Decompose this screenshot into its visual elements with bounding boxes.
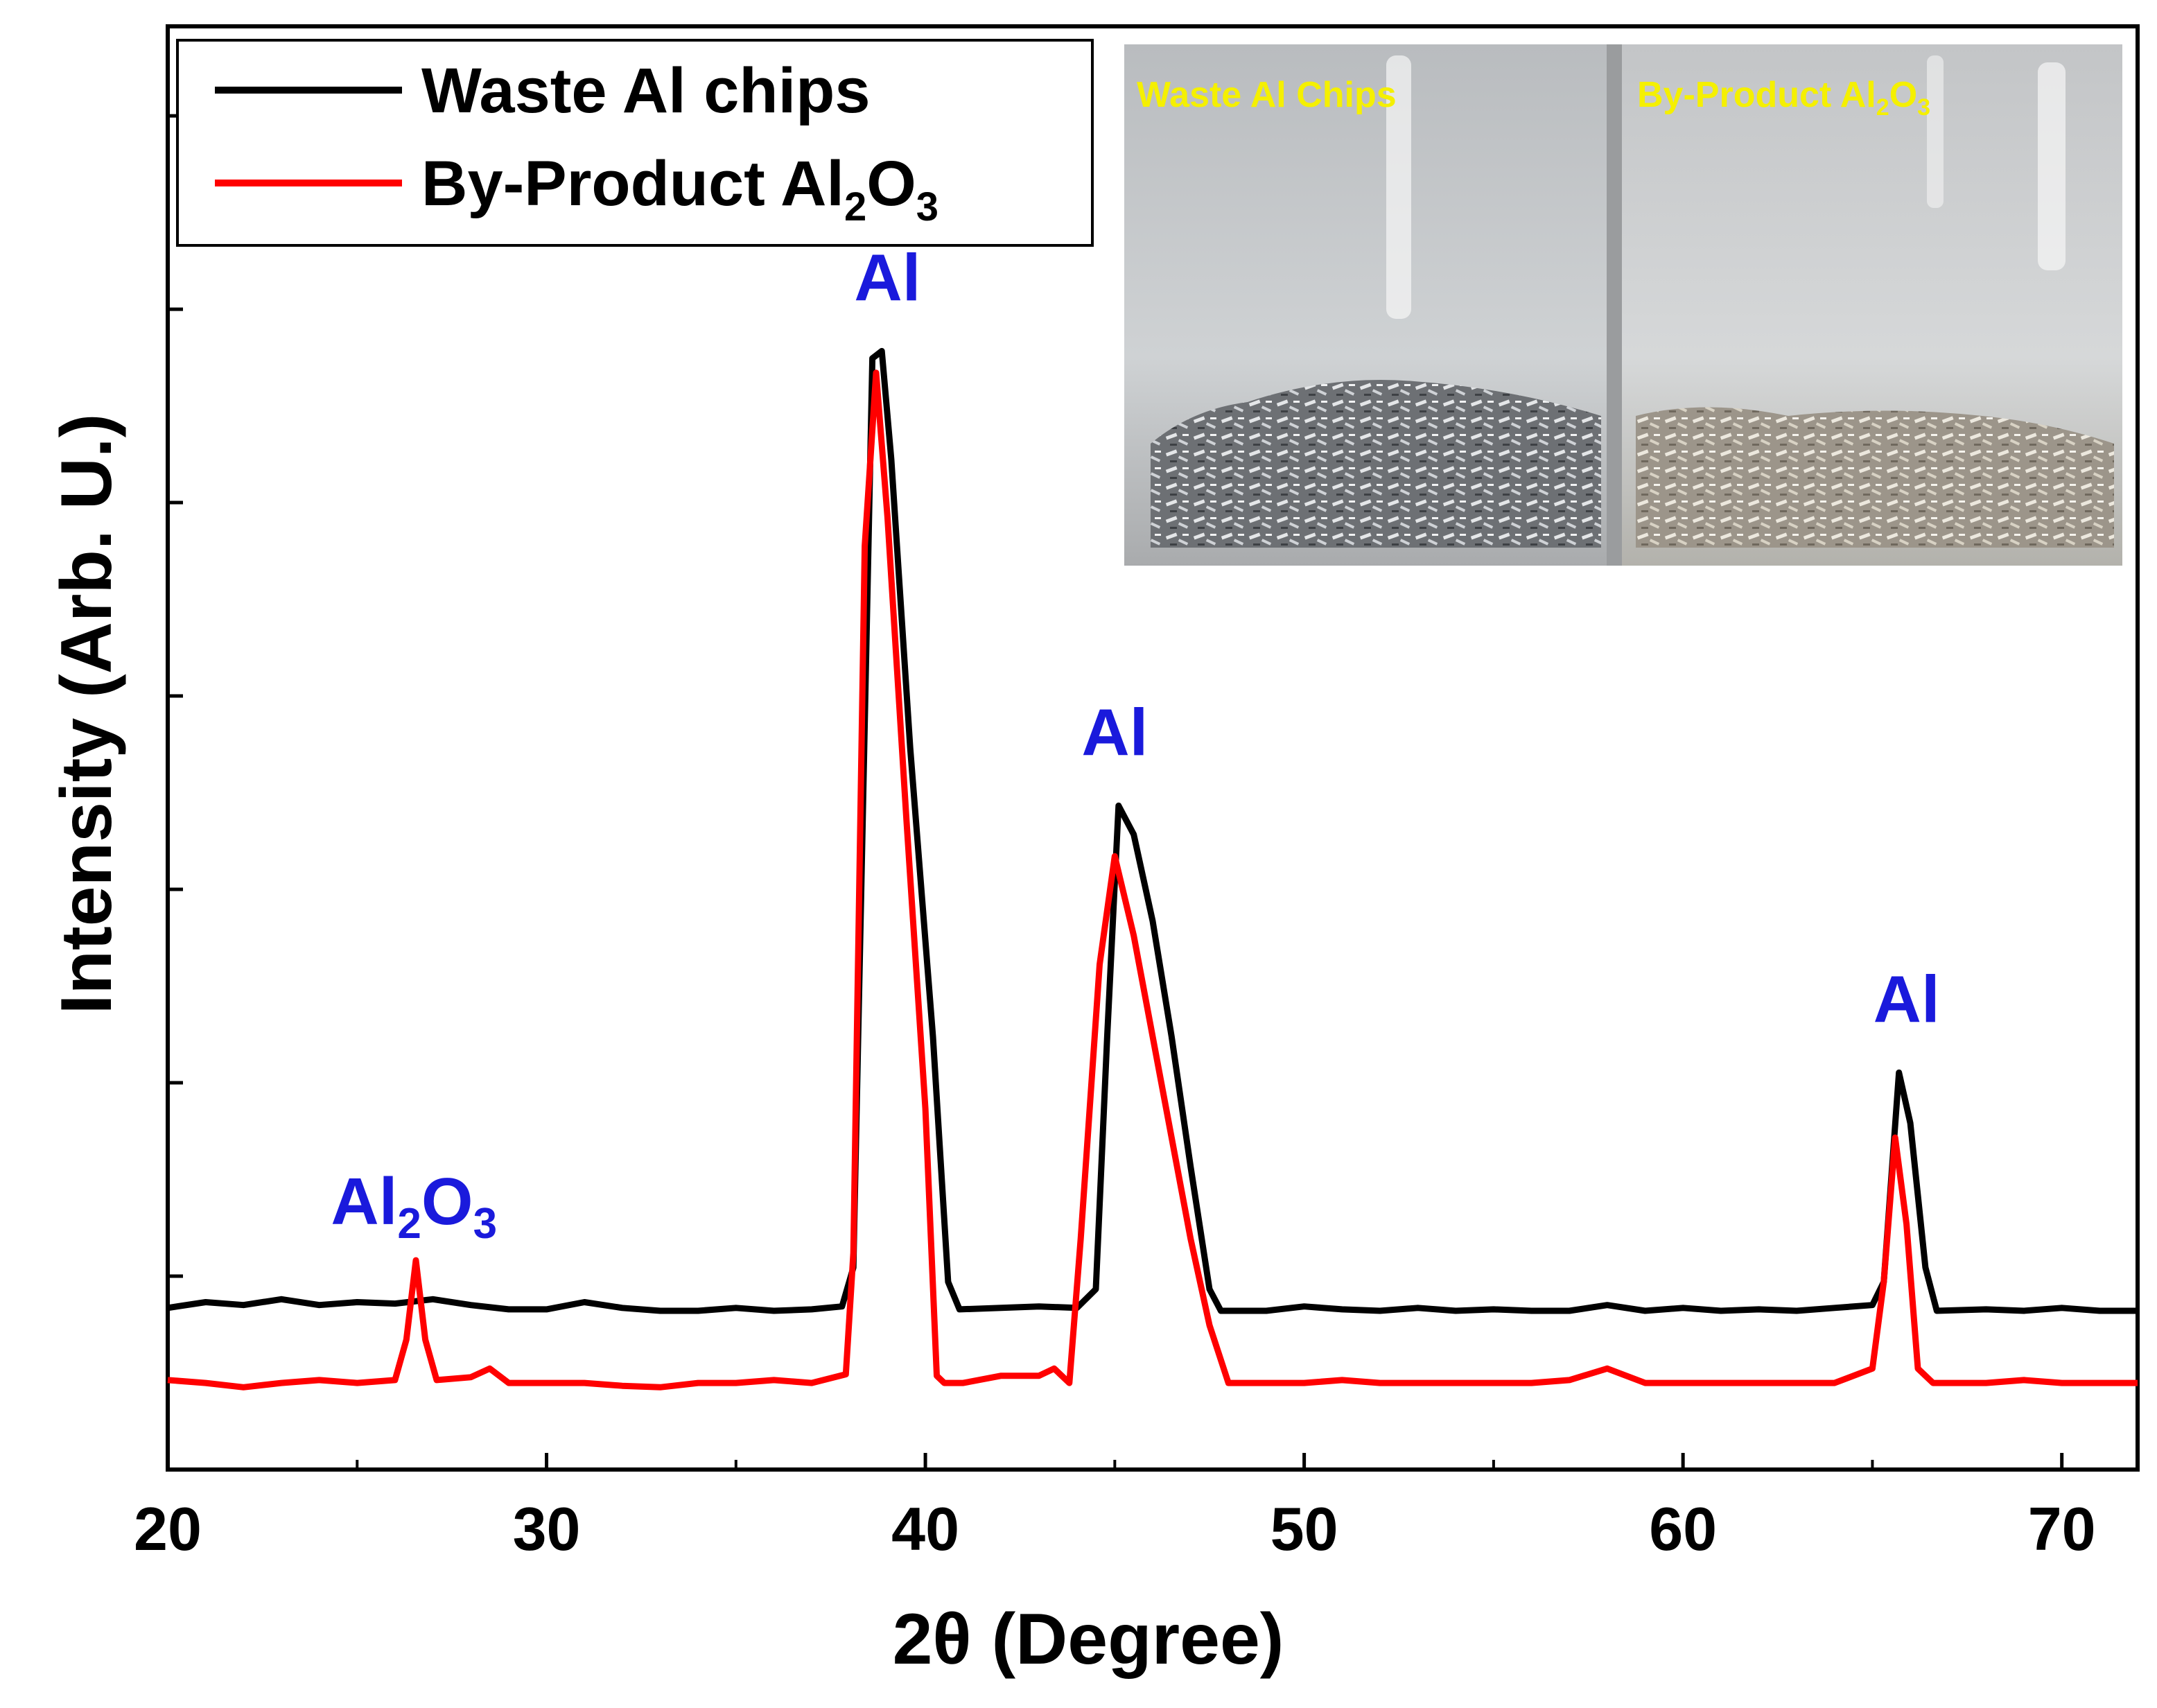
inset-right-chips — [1636, 407, 2114, 548]
legend-box — [176, 39, 1094, 247]
peak-label-al2o3-mid: O — [421, 1165, 473, 1239]
inset-glare-2 — [2038, 62, 2066, 270]
inset-divider — [1607, 44, 1622, 566]
peak-label-al2o3-sub1: 2 — [397, 1200, 421, 1248]
x-axis-title: 2θ (Degree) — [893, 1599, 1284, 1680]
x-tick-label: 40 — [891, 1494, 959, 1563]
x-tick-label: 50 — [1270, 1494, 1338, 1563]
plot-frame — [166, 24, 2140, 1472]
x-tick-label: 20 — [134, 1494, 202, 1563]
series-layer — [167, 348, 2138, 1391]
series-line-byproduct-al2o3 — [167, 369, 2138, 1391]
peak-annotations: Al2O3 Al Al Al — [331, 241, 1939, 1248]
inset-label-waste: Waste Al Chips — [1137, 75, 1397, 115]
x-tick-label: 30 — [513, 1494, 581, 1563]
peak-label-al2o3: Al2O3 — [331, 1165, 497, 1248]
inset-photo: Waste Al Chips By-Product Al2O3 — [1124, 44, 2122, 566]
legend-label-byproduct: By-Product Al2O3 — [421, 148, 938, 229]
legend-label-byproduct-base: By-Product Al — [421, 148, 844, 219]
inset-label-byproduct-base: By-Product Al — [1637, 75, 1876, 115]
inset-label-byproduct: By-Product Al2O3 — [1637, 75, 1930, 121]
y-axis-title: Intensity (Arb. U.) — [46, 414, 127, 1015]
peak-label-al-3: Al — [1874, 963, 1940, 1037]
inset-label-byproduct-sub1: 2 — [1876, 94, 1889, 121]
inset-label-byproduct-sub2: 3 — [1917, 94, 1930, 121]
x-axis-ticks: 20 30 40 50 60 70 — [134, 1453, 2096, 1563]
inset-left-chips — [1151, 380, 1601, 548]
peak-label-al2o3-sub2: 3 — [473, 1200, 497, 1248]
legend-label-waste: Waste Al chips — [421, 55, 871, 126]
legend-label-byproduct-sub1: 2 — [844, 184, 866, 229]
inset-glare-3 — [1927, 55, 1944, 208]
legend-label-byproduct-sub2: 3 — [916, 184, 938, 229]
peak-label-al-2: Al — [1081, 695, 1148, 769]
peak-label-al-1: Al — [854, 241, 920, 315]
x-tick-label: 60 — [1649, 1494, 1717, 1563]
y-axis-ticks — [168, 114, 183, 1472]
x-tick-label: 70 — [2028, 1494, 2096, 1563]
legend: Waste Al chips By-Product Al2O3 — [176, 39, 1094, 247]
peak-label-al2o3-base: Al — [331, 1165, 397, 1239]
series-line-waste-al-chips — [167, 348, 2138, 1314]
legend-label-byproduct-mid: O — [866, 148, 916, 219]
inset-label-byproduct-mid: O — [1889, 75, 1917, 115]
inset-glare-1 — [1386, 55, 1411, 319]
